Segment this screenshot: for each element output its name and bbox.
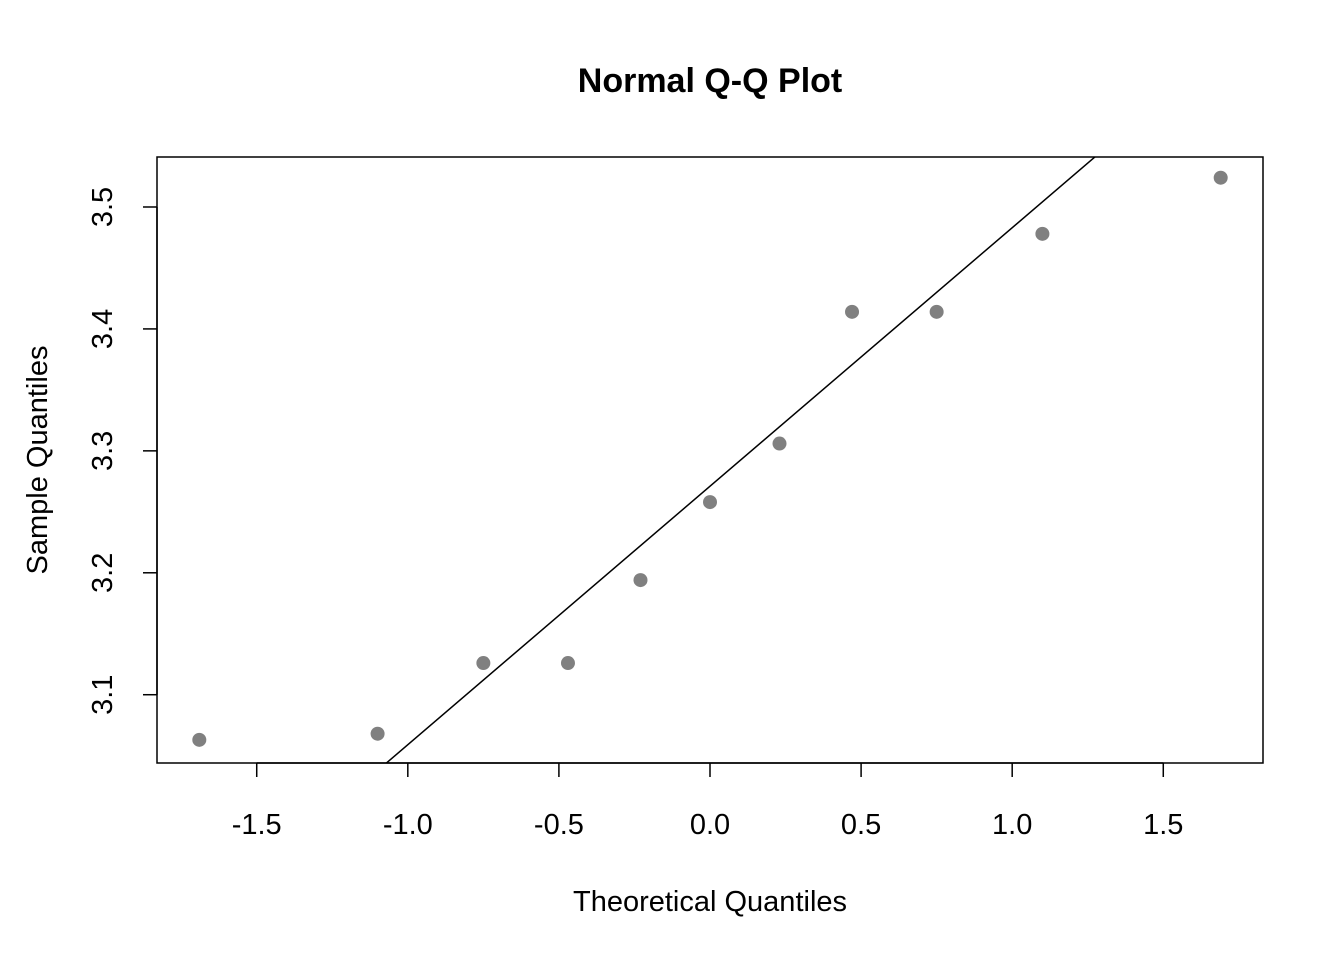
data-point xyxy=(560,656,575,671)
y-tick-label: 3.2 xyxy=(87,553,119,593)
data-point xyxy=(772,436,787,451)
y-axis-ticks: 3.1 3.2 3.3 3.4 3.5 xyxy=(87,187,158,715)
x-tick-label: -1.5 xyxy=(232,809,282,841)
data-point xyxy=(703,495,717,510)
y-tick-label: 3.4 xyxy=(87,309,119,349)
plot-frame xyxy=(156,156,1264,764)
x-axis-label: Theoretical Quantiles xyxy=(573,886,847,918)
chart-title: Normal Q-Q Plot xyxy=(578,62,842,100)
y-axis-label: Sample Quantiles xyxy=(22,346,54,575)
y-tick-label: 3.3 xyxy=(87,431,119,471)
data-point xyxy=(845,304,860,319)
x-tick-label: 0.0 xyxy=(690,809,730,841)
data-point xyxy=(476,656,491,671)
qq-reference-line xyxy=(385,157,1097,763)
data-points xyxy=(192,170,1228,747)
data-point xyxy=(633,573,648,588)
x-tick-label: -0.5 xyxy=(534,809,584,841)
x-axis-ticks: -1.5 -1.0 -0.5 0.0 0.5 1.0 1.5 xyxy=(232,762,1183,841)
data-point xyxy=(192,732,207,747)
x-tick-label: 1.0 xyxy=(992,809,1032,841)
data-point xyxy=(1213,170,1228,185)
data-point xyxy=(929,304,944,319)
data-point xyxy=(1035,226,1050,241)
x-tick-label: 1.5 xyxy=(1143,809,1183,841)
x-tick-label: 0.5 xyxy=(841,809,881,841)
y-tick-label: 3.5 xyxy=(87,187,119,227)
reference-line-layer xyxy=(385,157,1097,763)
y-tick-label: 3.1 xyxy=(87,675,119,715)
x-tick-label: -1.0 xyxy=(383,809,433,841)
data-point xyxy=(370,726,385,741)
